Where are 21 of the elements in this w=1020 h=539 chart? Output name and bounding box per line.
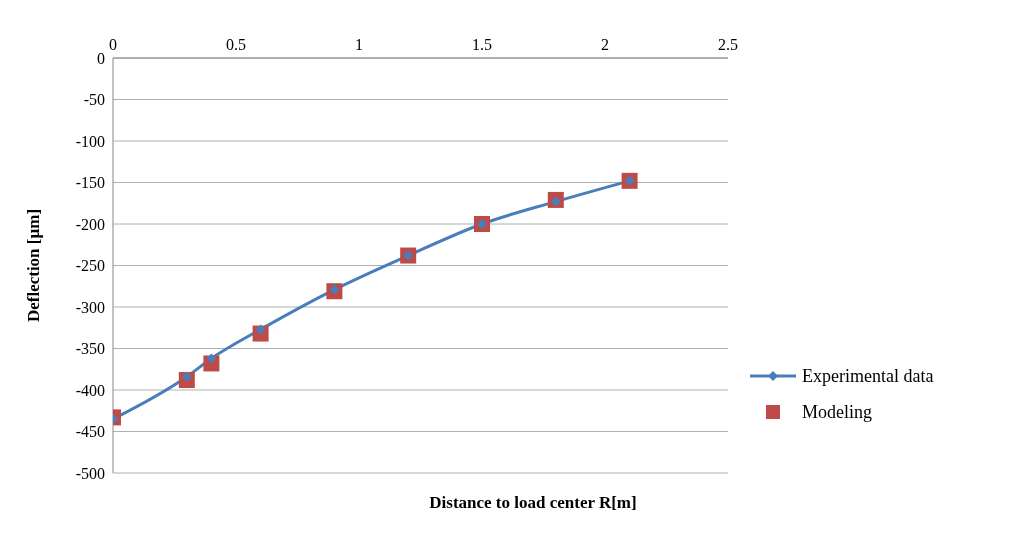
y-tick-label: -250 (75, 257, 105, 275)
y-tick-label: -350 (75, 340, 105, 358)
legend-label: Modeling (802, 401, 872, 423)
x-tick-label: 0 (109, 36, 117, 53)
y-tick-label: -150 (75, 174, 105, 192)
y-axis-title: Deflection [µm] (24, 208, 44, 323)
x-axis-title: Distance to load center R[m] (428, 493, 638, 513)
y-tick-label: -50 (83, 91, 105, 109)
x-tick-label: 1.5 (472, 36, 492, 53)
y-tick-label: -450 (75, 423, 105, 441)
y-tick-label: -400 (75, 381, 105, 399)
y-tick-label: -100 (75, 132, 105, 150)
y-tick-label: -200 (75, 215, 105, 233)
legend-label: Experimental data (802, 365, 934, 387)
x-tick-label: 0.5 (226, 36, 246, 53)
x-tick-label: 1 (355, 36, 363, 53)
y-tick-label: -500 (75, 464, 105, 482)
y-tick-label: 0 (97, 49, 105, 67)
x-tick-label: 2.5 (718, 36, 738, 53)
x-tick-label: 2 (601, 36, 609, 53)
y-tick-label: -300 (75, 298, 105, 316)
